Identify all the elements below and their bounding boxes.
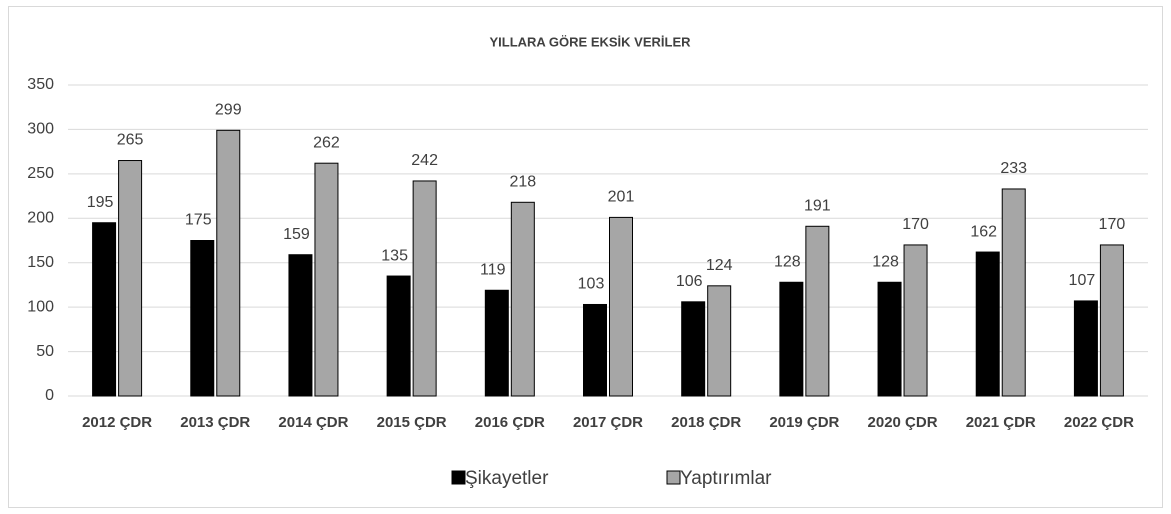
x-tick-label: 2017 ÇDR bbox=[573, 414, 643, 431]
bar bbox=[1073, 300, 1098, 397]
bar bbox=[118, 160, 143, 397]
bar bbox=[288, 254, 313, 397]
data-label: 299 bbox=[215, 102, 242, 119]
bar bbox=[1099, 244, 1124, 397]
bar bbox=[903, 244, 928, 397]
x-tick-label: 2020 ÇDR bbox=[868, 414, 938, 431]
bar bbox=[877, 281, 902, 397]
legend-label: Yaptırımlar bbox=[680, 468, 772, 489]
data-label: 170 bbox=[1099, 216, 1126, 233]
x-tick-label: 2014 ÇDR bbox=[278, 414, 348, 431]
bar bbox=[510, 201, 535, 397]
data-label: 124 bbox=[706, 257, 733, 274]
y-tick-label: 250 bbox=[27, 165, 54, 182]
legend-swatch bbox=[666, 470, 681, 485]
data-label: 175 bbox=[185, 212, 212, 229]
data-label: 128 bbox=[774, 253, 801, 270]
y-tick-label: 0 bbox=[45, 387, 54, 404]
x-tick-label: 2016 ÇDR bbox=[475, 414, 545, 431]
bar bbox=[484, 289, 509, 397]
data-label: 191 bbox=[804, 198, 831, 215]
data-label: 106 bbox=[676, 273, 703, 290]
data-label: 195 bbox=[87, 194, 114, 211]
data-label: 233 bbox=[1000, 160, 1027, 177]
bar bbox=[1001, 188, 1026, 397]
y-tick-label: 150 bbox=[27, 254, 54, 271]
data-label: 170 bbox=[902, 216, 929, 233]
x-tick-label: 2015 ÇDR bbox=[377, 414, 447, 431]
bar bbox=[707, 285, 732, 397]
x-tick-label: 2018 ÇDR bbox=[671, 414, 741, 431]
y-tick-label: 350 bbox=[27, 76, 54, 93]
data-label: 162 bbox=[970, 223, 997, 240]
data-label: 242 bbox=[411, 152, 438, 169]
bar bbox=[216, 129, 241, 397]
y-tick-label: 50 bbox=[36, 343, 54, 360]
y-tick-label: 200 bbox=[27, 210, 54, 227]
x-tick-label: 2021 ÇDR bbox=[966, 414, 1036, 431]
bar bbox=[314, 162, 339, 397]
data-label: 159 bbox=[283, 226, 310, 243]
x-tick-label: 2012 ÇDR bbox=[82, 414, 152, 431]
y-tick-label: 100 bbox=[27, 298, 54, 315]
x-tick-label: 2019 ÇDR bbox=[769, 414, 839, 431]
data-label: 103 bbox=[578, 276, 605, 293]
y-tick-label: 300 bbox=[27, 121, 54, 138]
bar bbox=[805, 225, 830, 397]
data-label: 119 bbox=[480, 261, 506, 278]
data-label: 218 bbox=[509, 174, 536, 191]
bar bbox=[386, 275, 411, 397]
bar bbox=[583, 303, 607, 397]
data-label: 201 bbox=[608, 189, 635, 206]
legend-swatch bbox=[451, 470, 466, 485]
data-label: 262 bbox=[313, 134, 340, 151]
bar bbox=[975, 251, 1000, 397]
data-label: 135 bbox=[381, 247, 408, 264]
data-label: 128 bbox=[872, 253, 899, 270]
data-label: 265 bbox=[117, 132, 144, 149]
x-tick-label: 2013 ÇDR bbox=[180, 414, 250, 431]
bar bbox=[190, 240, 215, 397]
bar bbox=[92, 222, 117, 397]
chart-title: YILLARA GÖRE EKSİK VERİLER bbox=[489, 34, 691, 49]
bar bbox=[412, 180, 437, 397]
bar bbox=[609, 216, 633, 397]
bar bbox=[681, 301, 706, 397]
bar bbox=[779, 281, 804, 397]
data-label: 107 bbox=[1069, 272, 1096, 289]
legend-label: Şikayetler bbox=[465, 468, 549, 489]
x-tick-label: 2022 ÇDR bbox=[1064, 414, 1134, 431]
